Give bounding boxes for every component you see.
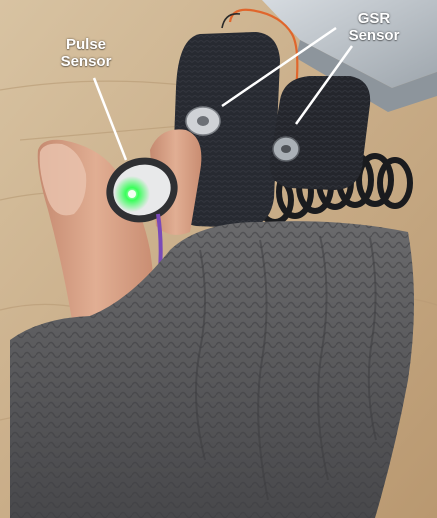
pulse-pointer-line bbox=[92, 77, 128, 161]
gsr-label-line2: Sensor bbox=[348, 27, 400, 44]
gsr-pointer-line-left bbox=[221, 26, 337, 108]
gsr-label-line1: GSR bbox=[357, 10, 391, 27]
gsr-electrode-right bbox=[272, 136, 300, 162]
pulse-label-line1: Pulse bbox=[65, 36, 107, 53]
laptop-edge bbox=[262, 0, 437, 88]
gsr-electrode-left bbox=[185, 106, 221, 136]
cable-knit bbox=[195, 235, 377, 501]
gsr-sensor-label: GSR Sensor bbox=[336, 10, 412, 44]
pulse-label-line2: Sensor bbox=[60, 53, 112, 70]
thumbnail bbox=[39, 143, 87, 216]
laptop-side bbox=[296, 40, 437, 112]
pulse-sensor-label: Pulse Sensor bbox=[46, 36, 126, 70]
pulse-sensor bbox=[106, 157, 178, 223]
gsr-pointer-line-right bbox=[294, 45, 354, 125]
black-wire bbox=[221, 12, 241, 29]
